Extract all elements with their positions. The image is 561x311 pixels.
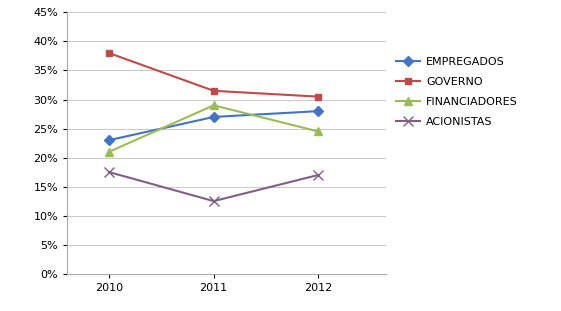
ACIONISTAS <box>315 173 321 177</box>
EMPREGADOS <box>315 109 321 113</box>
EMPREGADOS <box>106 138 113 142</box>
ACIONISTAS <box>106 170 113 174</box>
Line: ACIONISTAS: ACIONISTAS <box>104 167 323 206</box>
FINANCIADORES <box>315 130 321 133</box>
ACIONISTAS <box>210 199 217 203</box>
Legend: EMPREGADOS, GOVERNO, FINANCIADORES, ACIONISTAS: EMPREGADOS, GOVERNO, FINANCIADORES, ACIO… <box>396 57 518 127</box>
Line: FINANCIADORES: FINANCIADORES <box>105 101 323 156</box>
Line: EMPREGADOS: EMPREGADOS <box>105 108 321 144</box>
FINANCIADORES <box>106 150 113 154</box>
GOVERNO <box>210 89 217 93</box>
EMPREGADOS <box>210 115 217 119</box>
GOVERNO <box>106 51 113 55</box>
Line: GOVERNO: GOVERNO <box>105 50 321 100</box>
FINANCIADORES <box>210 104 217 107</box>
GOVERNO <box>315 95 321 99</box>
